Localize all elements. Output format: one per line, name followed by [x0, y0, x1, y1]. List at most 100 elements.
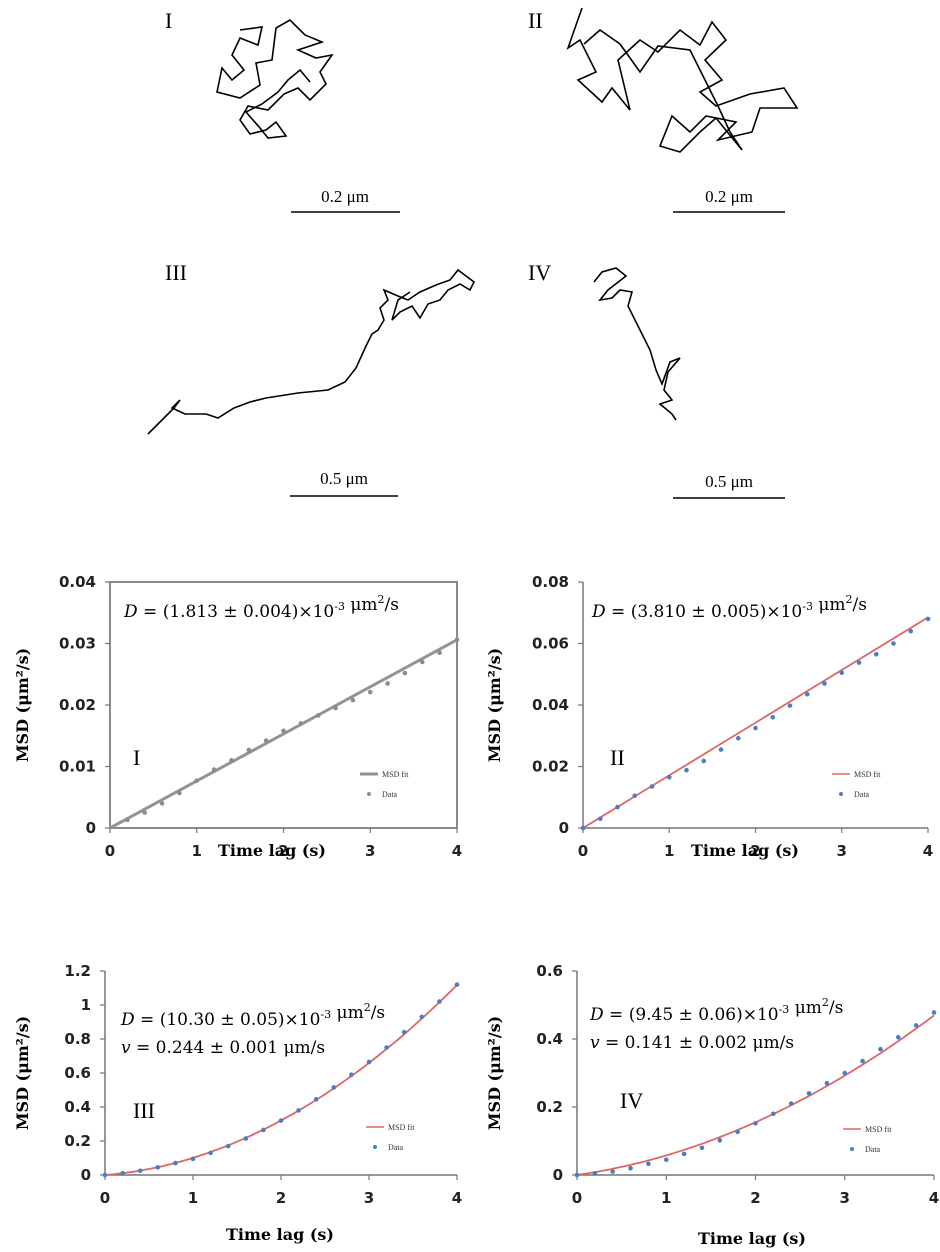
legend-data-label: Data	[865, 1145, 881, 1154]
scale-bar-label-i: 0.2 μm	[321, 187, 369, 206]
y-tick-label: 0.8	[64, 1030, 91, 1048]
legend-fit-label: MSD fit	[865, 1125, 892, 1134]
y-tick-label: 0.06	[532, 635, 569, 653]
y-axis-title: MSD (μm²/s)	[13, 1016, 32, 1130]
annotation-part: 2	[364, 1001, 371, 1014]
trajectory-label-i: I	[165, 8, 172, 33]
data-point	[681, 1151, 687, 1157]
y-tick-label: 0.04	[532, 696, 569, 714]
diffusion-annotation: D = (10.30 ± 0.05)×10-3 μm2/s	[120, 1001, 385, 1030]
data-point	[771, 1111, 776, 1117]
x-tick-label: 0	[100, 1189, 110, 1207]
annotation-part: = (3.810 ± 0.005)×10	[606, 602, 803, 622]
y-tick-label: 0.08	[532, 573, 569, 591]
diffusion-annotation: D = (3.810 ± 0.005)×10-3 μm2/s	[591, 593, 867, 622]
x-tick-label: 1	[192, 842, 202, 860]
data-point	[331, 1085, 337, 1090]
x-tick-label: 2	[278, 842, 288, 860]
data-point	[896, 1035, 901, 1040]
data-point	[701, 758, 707, 764]
data-point	[839, 670, 845, 676]
data-point	[420, 659, 425, 665]
annotation-part: = 0.244 ± 0.001 μm/s	[131, 1038, 325, 1058]
legend-fit-label: MSD fit	[382, 770, 409, 779]
data-point	[350, 697, 356, 703]
data-point	[243, 1136, 249, 1141]
trajectory-path-i	[216, 19, 334, 139]
y-axis-title: MSD (μm²/s)	[485, 1016, 504, 1130]
data-point	[281, 728, 286, 734]
y-axis-title: MSD (μm²/s)	[13, 648, 32, 762]
data-point	[891, 641, 896, 646]
msd-chart-iv: 0 0.2 0.4 0.6 0 1 2 3 4 Time lag (s) MSD (μm²/s) D …	[485, 962, 939, 1248]
y-tick-label: 0	[86, 819, 96, 837]
data-point	[822, 681, 827, 686]
trajectory-label-iv: IV	[528, 260, 551, 285]
x-tick-label: 3	[840, 1189, 850, 1207]
velocity-annotation: v = 0.141 ± 0.002 μm/s	[590, 1033, 794, 1053]
data-point	[804, 691, 810, 697]
data-point	[753, 1121, 758, 1126]
data-point	[102, 1172, 108, 1178]
msd-chart-ii: 0 0.02 0.04 0.06 0.08 0 1 2 3 4 Time lag (s) MSD (μ…	[485, 573, 933, 860]
data-point	[159, 801, 165, 806]
velocity-annotation: v = 0.244 ± 0.001 μm/s	[121, 1038, 325, 1058]
data-point	[824, 1080, 830, 1086]
data-point	[315, 713, 321, 718]
data-point	[173, 1160, 178, 1166]
x-tick-label: 3	[364, 1189, 374, 1207]
data-point	[842, 1070, 848, 1076]
diffusion-annotation: D = (1.813 ± 0.004)×10-3 μm2/s	[123, 593, 399, 622]
data-point	[261, 1127, 266, 1133]
annotation-part: -3	[779, 1003, 790, 1016]
trajectory-panel-iii: III 0.5 μm	[147, 260, 476, 497]
y-tick-label: 1	[81, 996, 91, 1014]
trajectory-panel-i: I 0.2 μm	[165, 8, 400, 213]
data-point	[873, 651, 879, 657]
y-tick-label: 0.4	[536, 1030, 563, 1048]
data-point	[646, 1161, 651, 1167]
trajectory-label-iii: III	[165, 260, 187, 285]
chart-panel-label: I	[133, 745, 140, 770]
x-tick-label: 3	[365, 842, 375, 860]
y-tick-label: 0	[553, 1166, 563, 1184]
annotation-part: μm	[813, 595, 846, 615]
data-point	[384, 1045, 389, 1050]
x-tick-label: 4	[923, 842, 933, 860]
x-axis-title: Time lag (s)	[691, 841, 799, 860]
annotation-part: = (1.813 ± 0.004)×10	[138, 602, 335, 622]
y-tick-label: 0.03	[59, 635, 96, 653]
x-tick-label: 3	[837, 842, 847, 860]
trajectory-panel-ii: II 0.2 μm	[528, 7, 799, 213]
data-point	[878, 1046, 883, 1052]
y-tick-label: 1.2	[64, 962, 91, 980]
data-point	[718, 747, 724, 752]
fit-curve	[582, 616, 929, 829]
annotation-part: μm	[789, 998, 822, 1018]
data-point	[856, 660, 862, 665]
data-point	[806, 1091, 812, 1096]
x-tick-label: 4	[929, 1189, 939, 1207]
trajectory-path-iv	[593, 267, 681, 421]
y-tick-label: 0.2	[64, 1132, 91, 1150]
data-point	[632, 793, 638, 799]
data-point	[610, 1169, 615, 1174]
data-point	[177, 790, 182, 796]
x-tick-label: 1	[664, 842, 674, 860]
y-axis-title: MSD (μm²/s)	[485, 648, 504, 762]
data-point	[860, 1058, 865, 1064]
data-point	[437, 999, 442, 1004]
data-point	[278, 1118, 284, 1123]
trajectory-label-ii: II	[528, 8, 543, 33]
legend-fit-label: MSD fit	[854, 770, 881, 779]
data-point	[574, 1172, 580, 1178]
data-point	[931, 1010, 937, 1015]
legend-data-label: Data	[854, 790, 870, 799]
data-point	[717, 1138, 723, 1143]
annotation-part: μm	[345, 595, 378, 615]
legend-data-swatch	[373, 1145, 377, 1149]
annotation-part: 2	[846, 593, 853, 606]
chart-panel-label: II	[610, 745, 625, 770]
scale-bar-label-iv: 0.5 μm	[705, 472, 753, 491]
annotation-part: /s	[829, 998, 843, 1018]
